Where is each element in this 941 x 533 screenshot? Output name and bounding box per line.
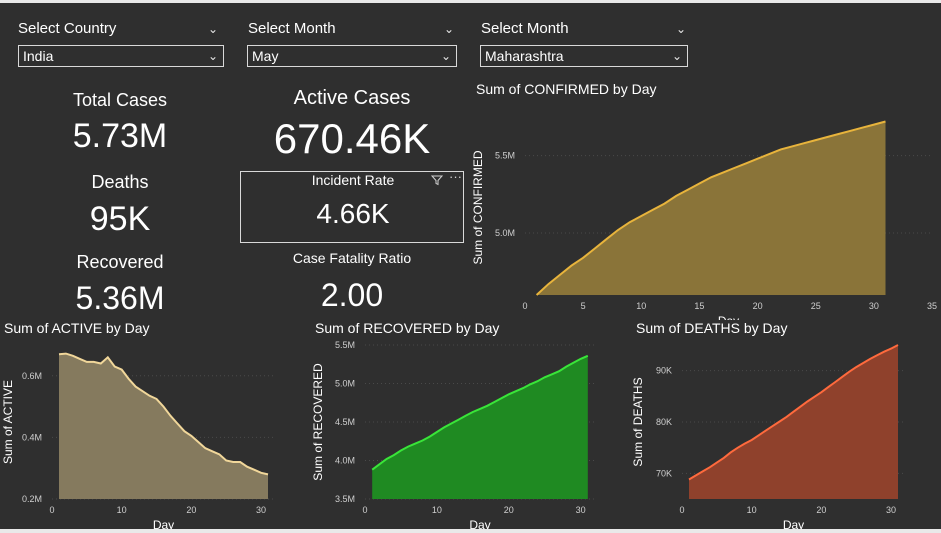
incident-rate-card[interactable]: Incident Rate ··· 4.66K (240, 169, 464, 243)
confirmed-chart-title: Sum of CONFIRMED by Day (476, 81, 657, 97)
y-axis-title: Sum of ACTIVE (1, 380, 15, 464)
x-tick-label: 20 (816, 505, 826, 515)
deaths-area-chart[interactable]: 70K 80K 90K 0 10 20 30 Day Sum of DEATHS (630, 337, 930, 530)
x-tick-label: 30 (256, 505, 266, 515)
x-tick-label: 10 (636, 301, 646, 311)
slicer-title: Select Month (248, 20, 336, 37)
case-fatality-label: Case Fatality Ratio (292, 250, 412, 266)
recovered-chart-title: Sum of RECOVERED by Day (315, 320, 500, 336)
incident-rate-label: Incident Rate (311, 172, 395, 188)
x-tick-label: 15 (694, 301, 704, 311)
x-tick-label: 10 (117, 505, 127, 515)
x-tick-label: 30 (869, 301, 879, 311)
active-area-chart[interactable]: 0.2M 0.4M 0.6M 0 10 20 30 Day Sum of ACTIVE (0, 337, 300, 530)
dropdown-value: May (252, 48, 279, 64)
slicer-title: Select Country (18, 20, 117, 37)
y-tick-label: 80K (656, 417, 672, 427)
y-axis-title: Sum of RECOVERED (311, 363, 325, 481)
month-dropdown[interactable]: May ⌄ (247, 45, 457, 67)
series-line[interactable] (535, 120, 886, 296)
slicer-title: Select Month (481, 20, 569, 37)
series-line[interactable] (688, 344, 899, 481)
x-tick-label: 5 (581, 301, 586, 311)
y-tick-label: 5.0M (495, 228, 515, 238)
y-tick-label: 0.4M (22, 432, 42, 442)
confirmed-area-chart[interactable]: 5.0M 5.5M 0 5 10 15 20 25 30 35 Day Sum of CONFIRME… (470, 100, 938, 320)
y-tick-label: 90K (656, 366, 672, 376)
total-cases-label: Total Cases (72, 90, 168, 110)
y-axis-title: Sum of DEATHS (631, 377, 645, 466)
y-tick-label: 5.0M (335, 379, 355, 389)
bottom-border (0, 529, 941, 533)
y-tick-label: 0.2M (22, 494, 42, 504)
x-tick-label: 35 (927, 301, 937, 311)
chevron-down-icon[interactable]: ⌄ (676, 22, 687, 36)
total-cases-value: 5.73M (72, 117, 168, 155)
x-axis-title: Day (153, 518, 174, 530)
x-tick-label: 20 (504, 505, 514, 515)
dropdown-value: Maharashtra (485, 48, 564, 64)
filter-icon[interactable] (430, 173, 444, 191)
deaths-label: Deaths (91, 172, 149, 192)
state-dropdown[interactable]: Maharashtra ⌄ (480, 45, 688, 67)
active-chart-title: Sum of ACTIVE by Day (4, 320, 150, 336)
y-tick-label: 5.5M (495, 151, 515, 161)
x-tick-label: 30 (886, 505, 896, 515)
y-tick-label: 70K (656, 468, 672, 478)
area-fill (536, 121, 886, 295)
y-tick-label: 3.5M (335, 494, 355, 504)
active-cases-value: 670.46K (273, 115, 431, 162)
chevron-down-icon[interactable]: ⌄ (444, 22, 455, 36)
deaths-chart-title: Sum of DEATHS by Day (636, 320, 788, 336)
recovered-area-chart[interactable]: 3.5M 4.0M 4.5M 5.0M 5.5M 0 10 20 30 Day Sum of REC… (310, 337, 620, 530)
x-tick-label: 25 (811, 301, 821, 311)
chevron-down-icon[interactable]: ⌄ (440, 49, 451, 63)
chevron-down-icon[interactable]: ⌄ (208, 22, 219, 36)
x-tick-label: 0 (49, 505, 54, 515)
deaths-value: 95K (89, 200, 151, 238)
top-border (0, 0, 941, 3)
x-axis-title: Day (783, 518, 804, 530)
chevron-down-icon[interactable]: ⌄ (207, 49, 218, 63)
dropdown-value: India (23, 48, 54, 64)
x-tick-label: 20 (753, 301, 763, 311)
x-axis-title: Day (469, 518, 490, 530)
x-tick-label: 10 (747, 505, 757, 515)
y-tick-label: 0.6M (22, 371, 42, 381)
active-cases-label: Active Cases (293, 87, 411, 109)
area-fill (372, 355, 588, 499)
series-line[interactable] (58, 352, 269, 476)
x-tick-label: 30 (576, 505, 586, 515)
incident-rate-value: 4.66K (316, 198, 390, 229)
x-tick-label: 0 (362, 505, 367, 515)
x-tick-label: 20 (186, 505, 196, 515)
area-fill (689, 345, 898, 499)
case-fatality-value: 2.00 (320, 277, 384, 313)
y-tick-label: 4.0M (335, 456, 355, 466)
area-fill (59, 353, 268, 499)
chevron-down-icon[interactable]: ⌄ (671, 49, 682, 63)
more-options-icon[interactable]: ··· (449, 169, 462, 184)
country-dropdown[interactable]: India ⌄ (18, 45, 224, 67)
series-line[interactable] (371, 354, 589, 471)
recovered-value: 5.36M (75, 280, 165, 316)
y-tick-label: 4.5M (335, 417, 355, 427)
x-tick-label: 0 (522, 301, 527, 311)
x-axis-title: Day (718, 314, 739, 320)
x-tick-label: 10 (432, 505, 442, 515)
y-tick-label: 5.5M (335, 340, 355, 350)
y-axis-title: Sum of CONFIRMED (471, 150, 485, 264)
x-tick-label: 0 (679, 505, 684, 515)
recovered-label: Recovered (76, 252, 164, 272)
